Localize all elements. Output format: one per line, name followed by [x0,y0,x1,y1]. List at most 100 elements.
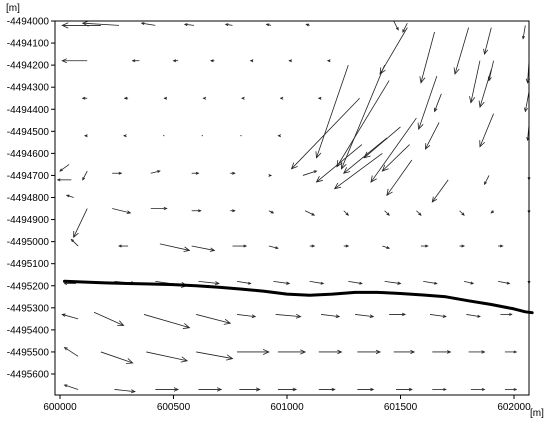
vector-arrow [381,144,410,172]
vector-arrow [315,144,363,183]
vector-arrow [357,387,375,392]
y-tick-label: -4494500 [7,127,50,138]
vector-arrow [395,387,413,392]
vector-arrow [321,314,341,319]
vector-arrow [522,25,526,40]
vector-arrow [198,280,220,286]
vector-arrow [318,387,336,392]
x-tick-label: 602000 [497,402,531,413]
plot-frame [54,20,530,396]
vector-arrow [419,31,435,84]
vector-arrow [432,387,447,391]
vector-arrow [224,23,233,27]
boundary-line [63,279,534,315]
x-tick-label: 601500 [384,402,418,413]
vector-arrow [384,280,402,285]
vector-arrow [196,314,232,325]
vector-arrow [309,244,316,248]
y-tick-label: -4495600 [7,370,50,381]
y-tick-label: -4495400 [7,325,50,336]
vector-arrow [336,80,390,168]
vector-arrow [463,280,475,285]
y-tick-label: -4494900 [7,215,50,226]
vector-arrow [500,312,513,316]
vector-arrow [466,314,481,318]
vector-arrow [63,384,79,390]
vector-arrow [357,349,382,355]
vector-arrow [504,387,518,391]
vector-arrow [432,350,452,354]
vector-arrow [379,27,408,75]
vector-arrow [118,244,129,248]
vector-arrow [317,96,322,100]
vector-arrow [478,69,492,108]
vector-arrow [191,171,200,175]
y-tick-label: -4494000 [7,17,50,28]
vector-arrow [73,208,88,239]
vector-arrow [288,59,292,63]
vector-arrow [191,245,216,252]
vector-arrow [333,153,383,190]
vector-arrow [112,171,123,175]
y-tick-label: -4494100 [7,39,50,50]
vector-arrow [131,59,140,63]
vector-arrow [159,243,191,253]
vector-arrow [268,173,273,177]
y-tick-label: -4495200 [7,281,50,292]
vector-arrow [232,244,248,248]
vector-arrow [209,59,215,63]
y-tick-label: -4494200 [7,61,50,72]
vector-arrow [343,244,350,248]
vector-arrow [61,22,101,29]
vector-arrow [504,350,518,354]
y-tick-label: -4494700 [7,171,50,182]
vector-arrow [420,244,429,248]
vector-arrow [237,348,270,355]
vector-arrow [305,23,310,27]
axis-ticks: 600000 600500 601000 601500 602000 -4494000 -4… [7,17,531,414]
vector-arrow [81,96,88,100]
vector-arrow [468,350,486,354]
y-axis-unit-label: [m] [6,3,20,14]
vector-arrow [82,170,88,181]
y-tick-label: -4495000 [7,237,50,248]
vector-arrow [277,134,282,138]
vector-arrow [83,134,88,138]
vector-arrow [93,311,125,326]
vector-arrow [273,280,291,285]
vector-arrow [143,314,191,329]
vector-arrow [277,349,307,355]
vector-arrow [191,209,202,213]
vector-arrow [150,206,168,211]
vector-arrow [343,210,349,216]
vector-arrow [183,23,194,27]
vector-arrow [483,27,492,56]
vector-arrow [393,20,399,31]
vector-arrow [363,126,401,159]
vector-arrow [59,164,70,172]
vector-arrow [61,58,88,64]
vector-arrow [61,313,79,320]
vector-arrow [348,280,363,285]
y-tick-label: -4495300 [7,303,50,314]
y-tick-label: -4495500 [7,347,50,358]
vector-arrow [389,312,407,317]
vector-arrow [70,238,79,247]
vector-arrow [279,96,284,100]
vector-arrow [123,96,129,100]
vector-arrow [237,314,257,319]
vector-arrow [114,389,136,394]
vector-arrow [304,210,316,216]
y-tick-label: -4495100 [7,259,50,270]
vector-arrow [163,96,168,100]
vector-arrow [275,313,302,319]
y-tick-label: -4494400 [7,105,50,116]
vector-arrow [459,210,465,216]
vector-arrow [236,280,252,285]
vector-arrow [230,171,236,175]
vector-arrow [498,280,511,285]
vector-arrow [340,64,385,170]
vector-arrow [370,117,417,183]
vector-arrow [302,170,318,176]
